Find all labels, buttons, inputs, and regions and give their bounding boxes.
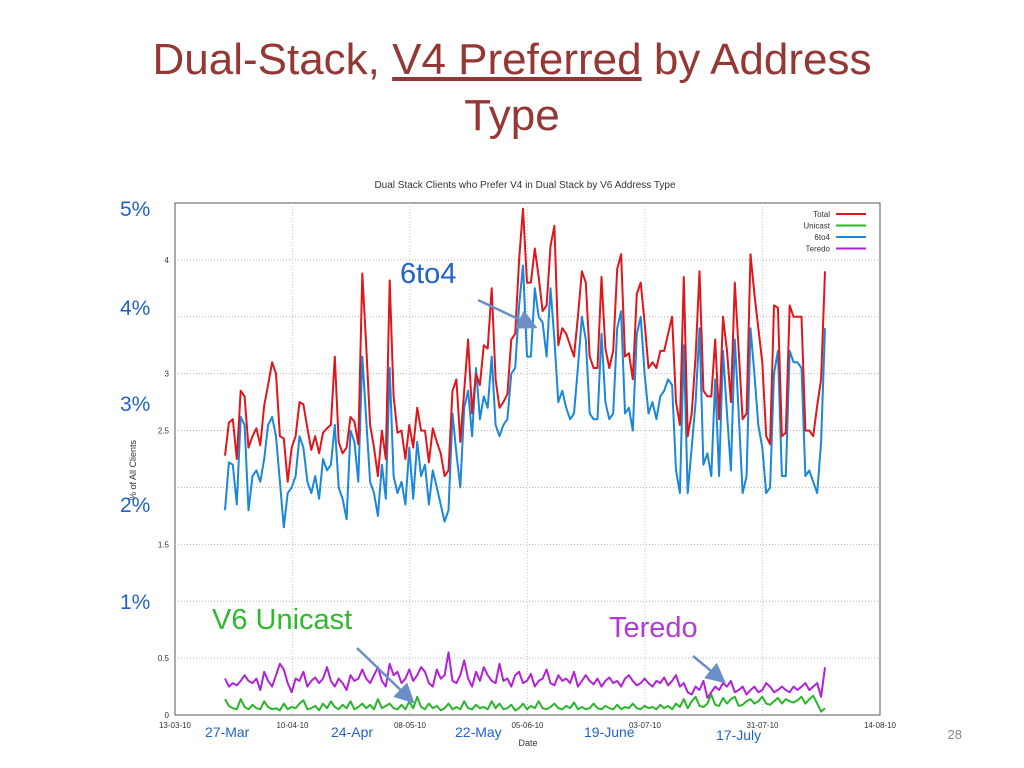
y-tick-label: 4 [165, 256, 170, 265]
legend-label: 6to4 [814, 233, 830, 242]
legend-label: Total [813, 210, 830, 219]
title-part2: by Address [641, 35, 872, 84]
y-tick-label: 3 [165, 370, 170, 379]
date-label-24-apr: 24-Apr [331, 724, 374, 740]
y-tick-label: 0.5 [158, 654, 170, 663]
y-tick-label: 2.5 [158, 427, 170, 436]
annotation-v6-unicast: V6 Unicast [212, 604, 353, 636]
series-line-total [224, 207, 826, 483]
y-tick-label: 1.5 [158, 540, 170, 549]
x-tick-label: 13-03-10 [159, 721, 192, 730]
slide-title: Dual-Stack, V4 Preferred by Address Type [0, 32, 1024, 144]
x-tick-label: 10-04-10 [276, 721, 309, 730]
page-number: 28 [947, 727, 962, 742]
series-line-teredo [224, 651, 826, 699]
title-part1: Dual-Stack, [152, 35, 393, 84]
date-label-27-mar: 27-Mar [205, 724, 250, 740]
annotation-teredo: Teredo [609, 612, 698, 644]
date-label-17-july: 17-July [716, 727, 762, 743]
y-axis-label: % of All Clients [128, 439, 138, 500]
x-tick-label: 05-06-10 [511, 721, 544, 730]
x-tick-label: 31-07-10 [746, 721, 779, 730]
legend-label: Teredo [806, 245, 831, 254]
date-label-22-may: 22-May [455, 724, 502, 740]
x-tick-label: 14-08-10 [864, 721, 897, 730]
x-tick-label: 08-05-10 [394, 721, 427, 730]
date-label-19-june: 19-June [584, 724, 635, 740]
chart-title: Dual Stack Clients who Prefer V4 in Dual… [374, 180, 676, 191]
title-underlined: V4 Preferred [392, 35, 642, 84]
x-tick-label: 03-07-10 [629, 721, 662, 730]
y-tick-label: 0 [165, 711, 170, 720]
annotation-6to4: 6to4 [400, 258, 457, 290]
legend-label: Unicast [803, 222, 830, 231]
title-line2: Type [464, 91, 560, 140]
x-axis-label: Date [518, 738, 537, 748]
series-line-unicast [224, 693, 826, 713]
